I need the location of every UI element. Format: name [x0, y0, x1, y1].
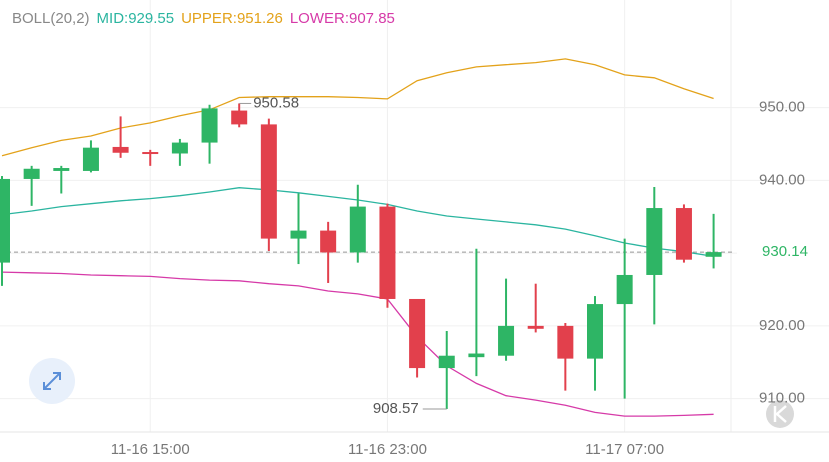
candle-body [468, 353, 485, 358]
candle-body [646, 208, 663, 275]
k-badge-icon [773, 405, 787, 423]
current-price-label: 930.14 [762, 243, 808, 260]
candle-body [705, 252, 722, 257]
candle-body [379, 206, 396, 299]
candle-body [53, 168, 70, 171]
candle-body [142, 152, 159, 155]
indicator-value: MID:929.55 [97, 10, 175, 27]
min-label: 908.57 [373, 400, 419, 417]
candle-body [112, 146, 129, 153]
candle-body [82, 147, 99, 171]
candle-body [0, 178, 10, 263]
indicator-header: BOLL(20,2) MID:929.55 UPPER:951.26 LOWER:90… [12, 10, 395, 27]
expand-button[interactable] [29, 358, 75, 404]
candle-body [201, 108, 218, 143]
bollinger-line [1, 271, 714, 417]
y-tick-label: 910.00 [759, 390, 805, 407]
candle-body [675, 208, 692, 260]
x-tick-label: 11-16 15:00 [111, 441, 190, 458]
expand-icon [43, 372, 61, 390]
candle-body [23, 168, 40, 179]
x-tick-label: 11-16 23:00 [348, 441, 427, 458]
candle-body [231, 110, 248, 125]
candle-body [616, 274, 633, 305]
candle-body [171, 142, 188, 154]
candle-body [409, 298, 426, 369]
candle-body [587, 304, 603, 359]
candle-body [438, 355, 455, 369]
indicator-name: BOLL(20,2) [12, 10, 90, 27]
x-tick-label: 11-17 07:00 [585, 441, 664, 458]
y-tick-label: 920.00 [759, 317, 805, 334]
candle-body [498, 325, 515, 356]
k-badge-circle[interactable] [766, 400, 794, 428]
y-tick-label: 950.00 [759, 99, 805, 116]
y-tick-label: 940.00 [759, 171, 805, 188]
plot [0, 0, 829, 432]
current-price-box [737, 240, 829, 265]
candle-body [527, 325, 544, 329]
indicator-value: LOWER:907.85 [290, 10, 395, 27]
candle-body [557, 325, 574, 359]
k-badge[interactable] [766, 400, 794, 428]
candle-body [320, 230, 337, 253]
candle-body [260, 124, 277, 239]
indicator-value: UPPER:951.26 [181, 10, 283, 27]
max-label: 950.58 [253, 94, 299, 111]
candle-body [290, 230, 307, 239]
candle-body [349, 206, 366, 253]
